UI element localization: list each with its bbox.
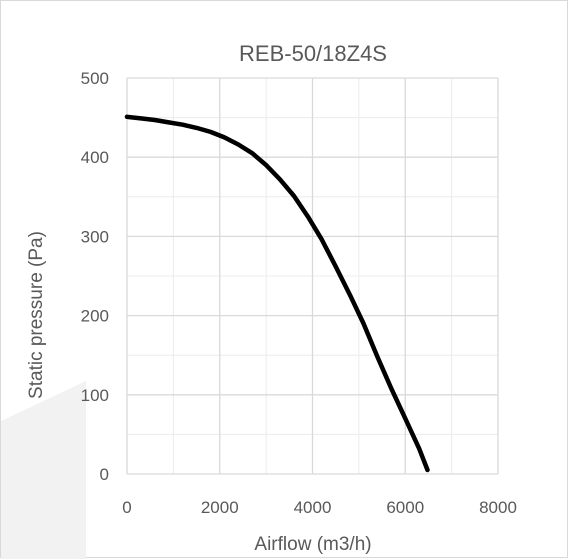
x-axis-label: Airflow (m3/h) [254,534,371,555]
chart-title: REB-50/18Z4S [239,41,387,66]
watermark-shape [1,381,86,559]
y-tick-label: 400 [81,148,109,167]
grid [126,77,499,475]
y-tick-label: 300 [81,227,109,246]
y-tick-label: 100 [81,386,109,405]
y-tick-label: 500 [81,69,109,88]
x-tick-label: 0 [122,498,131,517]
y-tick-label: 0 [100,465,109,484]
y-axis-label: Static pressure (Pa) [26,231,47,399]
x-tick-label: 4000 [294,498,332,517]
x-tick-label: 8000 [479,498,517,517]
y-tick-label: 200 [81,307,109,326]
x-tick-label: 2000 [201,498,239,517]
tick-labels: 0 2000 4000 6000 8000 0 100 200 300 400 500 [81,69,517,517]
series-layer [124,114,430,473]
series-line [124,114,430,473]
x-tick-label: 6000 [386,498,424,517]
